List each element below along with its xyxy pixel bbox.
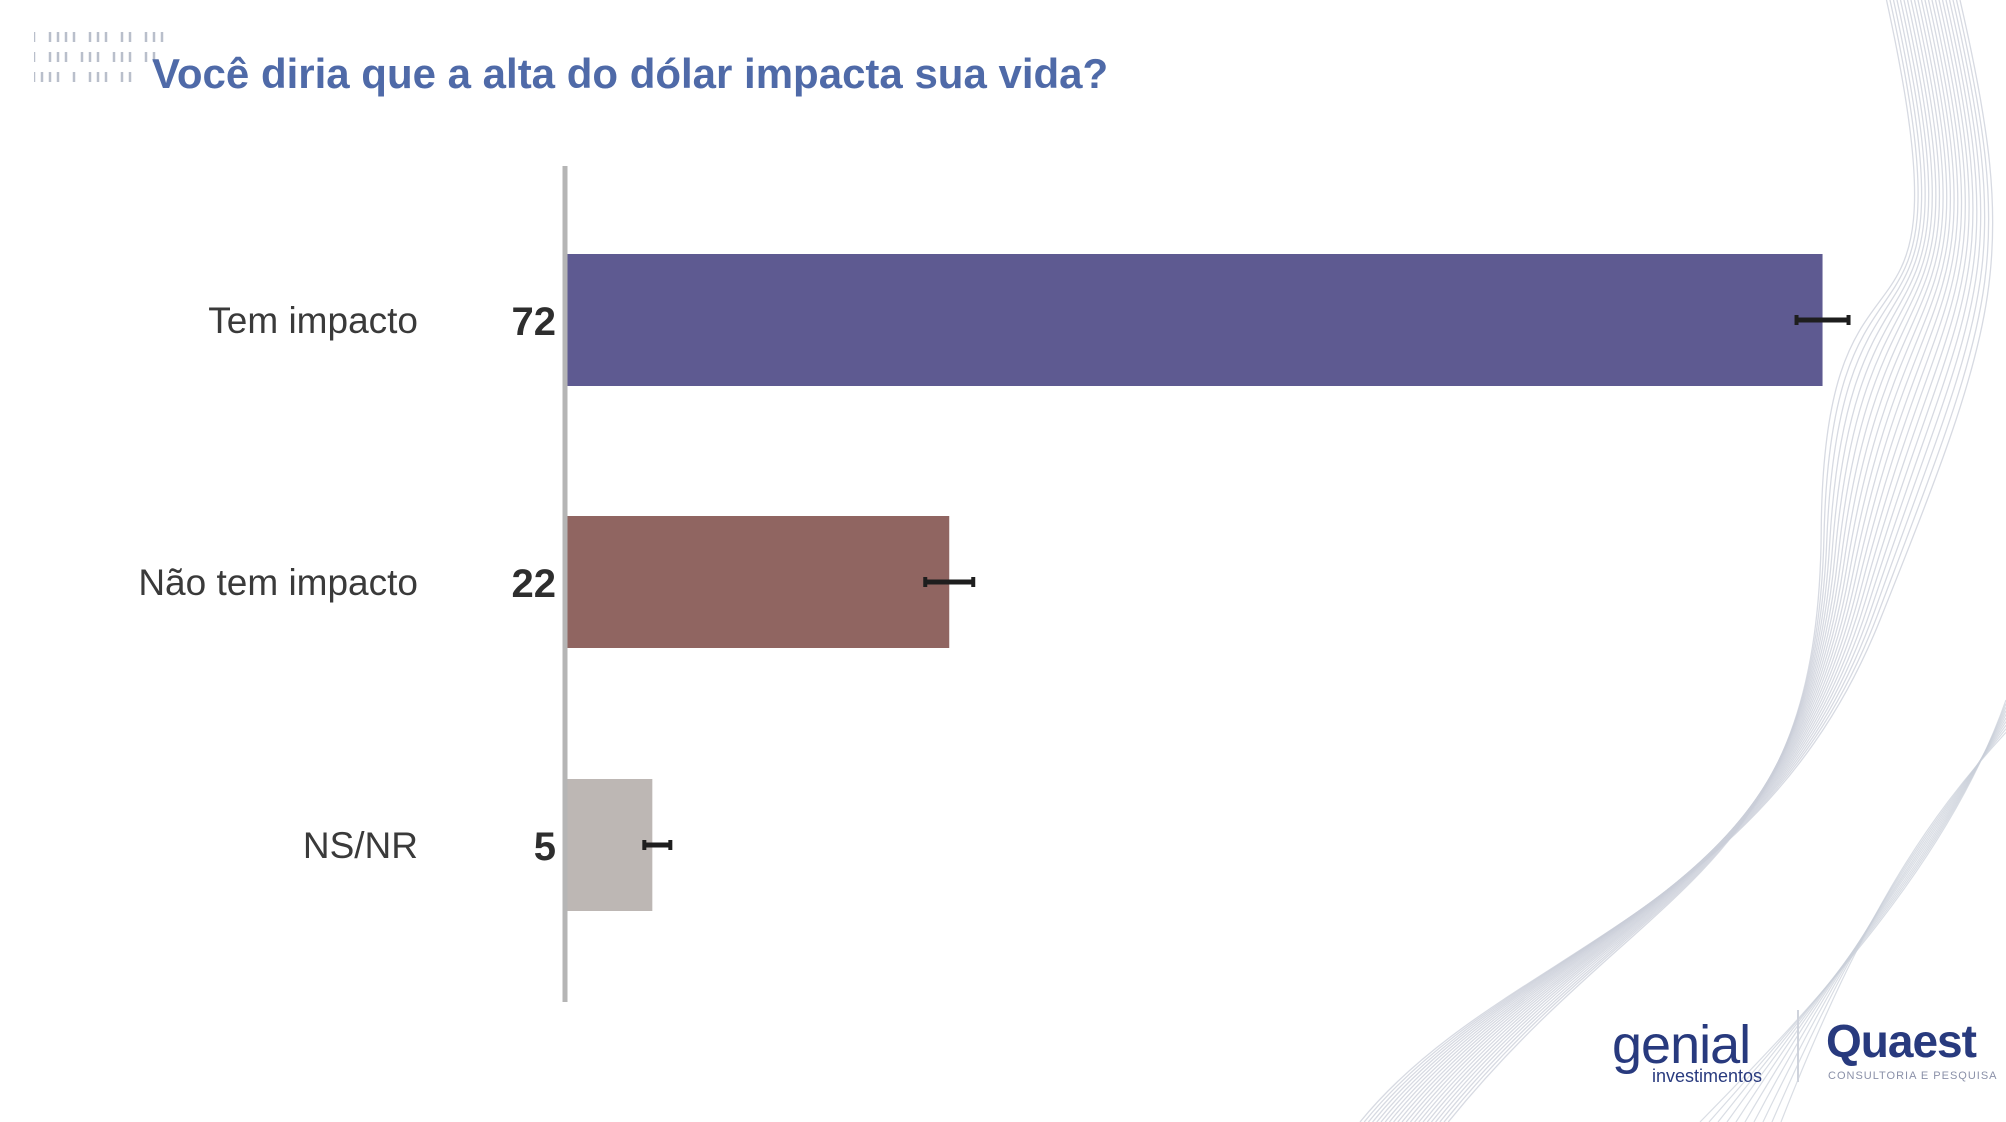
quaest-logo: Quaest CONSULTORIA E PESQUISA [1826, 1015, 1997, 1088]
bar-1 [565, 516, 950, 648]
wave-line [1435, 0, 1926, 1122]
wave-line [1397, 0, 1959, 1122]
genial-logo: genial investimentos [1612, 1018, 1772, 1088]
error-bar-1 [923, 577, 976, 587]
wave-line [1405, 0, 1952, 1122]
wave-line [1367, 0, 1986, 1122]
wave-line [1443, 0, 1919, 1122]
wave-line [1439, 0, 1923, 1122]
logo-divider [1797, 1010, 1799, 1082]
wave-line [1426, 0, 1933, 1122]
wave-line [1388, 0, 1966, 1122]
value-label-1: 22 [512, 562, 557, 606]
value-label-2: 5 [534, 825, 556, 869]
wave-line [1447, 0, 1916, 1122]
wave-line [1359, 0, 1994, 1122]
wave-line [1376, 0, 1978, 1122]
wave-line [1380, 0, 1974, 1122]
bar-0 [565, 254, 1823, 386]
quaest-logo-tagline: CONSULTORIA E PESQUISA [1828, 1070, 1998, 1082]
category-label-1: Não tem impacto [138, 562, 418, 603]
wave-line [1384, 0, 1970, 1122]
category-label-2: NS/NR [303, 825, 418, 866]
genial-logo-wordmark: genial [1612, 1015, 1751, 1075]
genial-logo-tagline: investimentos [1652, 1066, 1763, 1086]
category-label-0: Tem impacto [208, 300, 418, 341]
bar-2 [565, 779, 653, 911]
wave-line [1780, 731, 2006, 1122]
wave-line [1409, 0, 1948, 1122]
quaest-logo-wordmark: Quaest [1826, 1015, 1977, 1067]
error-bar-0 [1794, 315, 1851, 325]
wave-line [1393, 0, 1963, 1122]
dash-pattern-decoration [34, 32, 164, 82]
wave-line [1422, 0, 1937, 1122]
chart-title: Você diria que a alta do dólar impacta s… [152, 50, 1109, 97]
wave-line [1418, 0, 1941, 1122]
error-bar-2 [642, 840, 673, 850]
wave-line [1372, 0, 1982, 1122]
wave-line [1363, 0, 1990, 1122]
value-label-0: 72 [512, 300, 557, 344]
wave-line [1430, 0, 1930, 1122]
wave-line [1401, 0, 1955, 1122]
wave-line [1414, 0, 1944, 1122]
